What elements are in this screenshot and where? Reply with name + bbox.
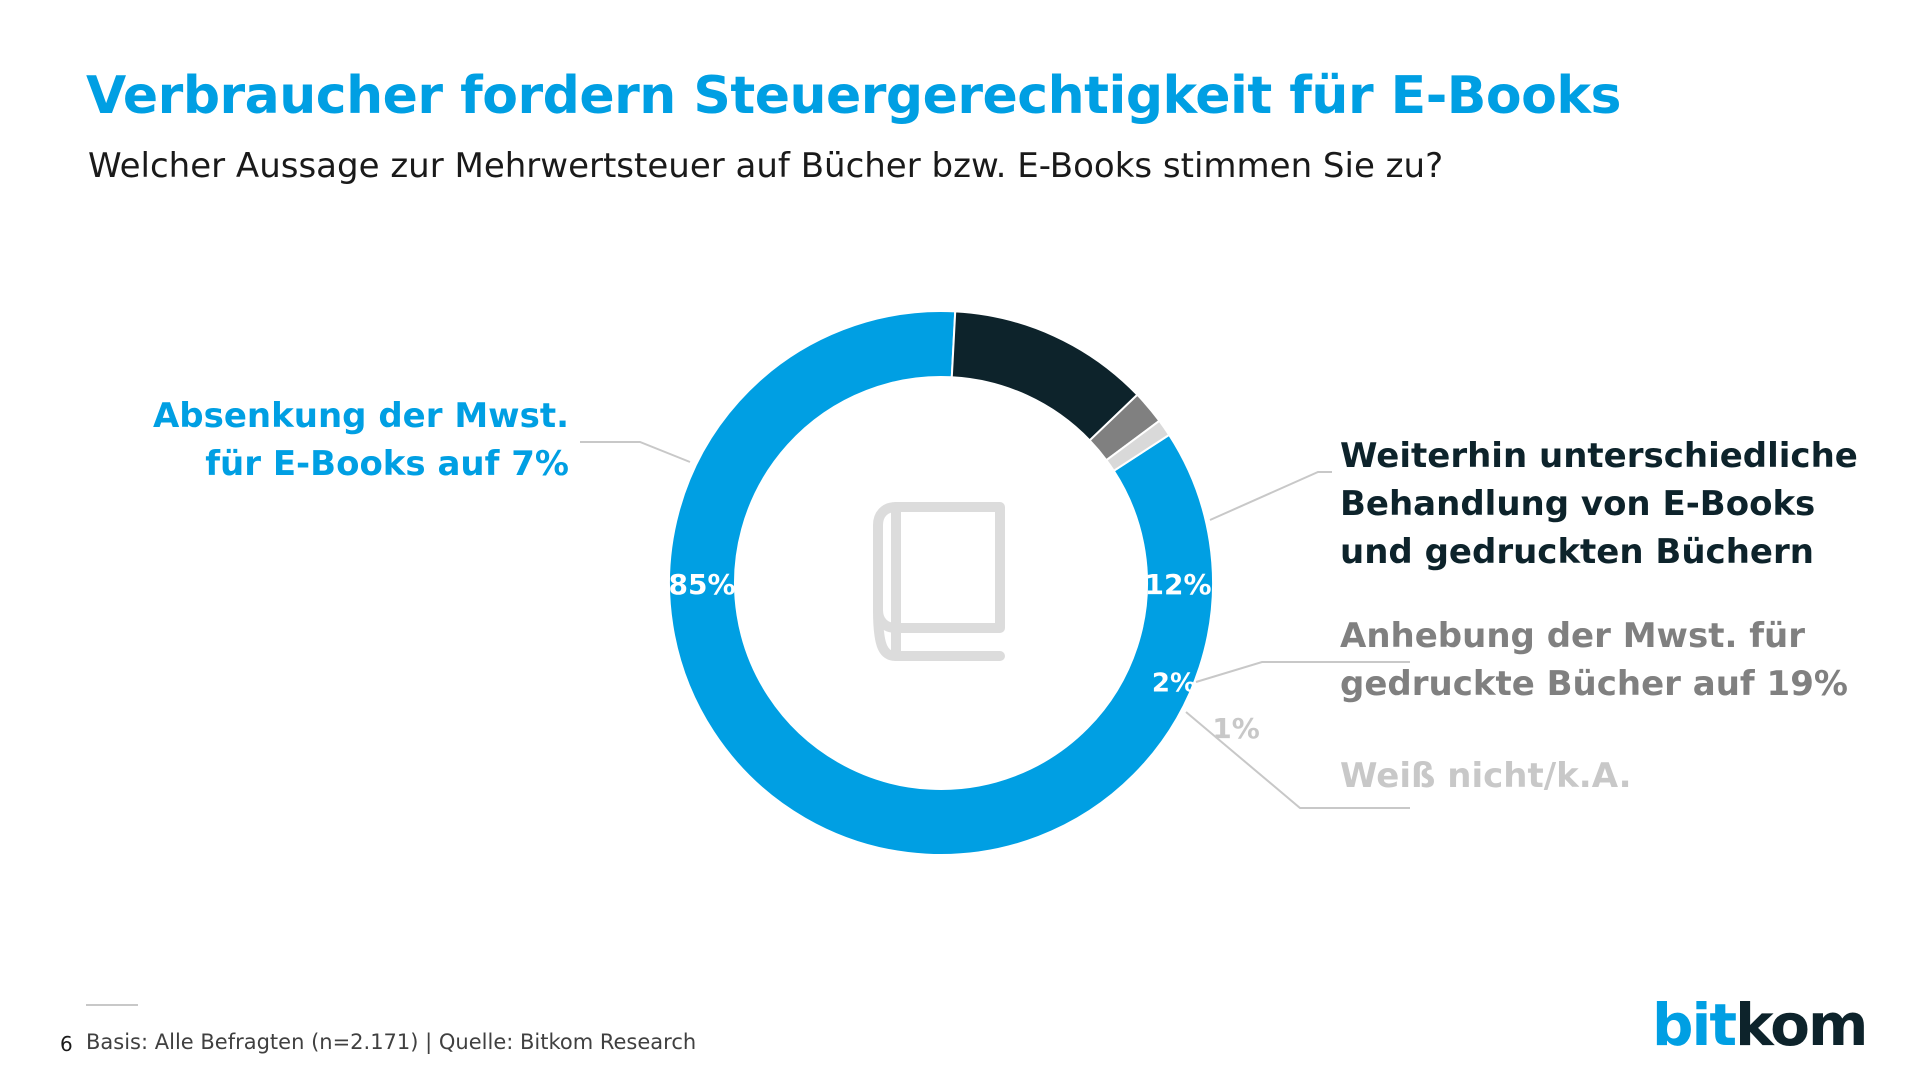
slice-label-line: Anhebung der Mwst. für: [1340, 616, 1805, 656]
slice-label-line: gedruckte Bücher auf 19%: [1340, 664, 1848, 704]
slice-absenkung: [668, 310, 1214, 856]
slice-label-line: Behandlung von E-Books: [1340, 484, 1816, 524]
leader-line: [1209, 471, 1332, 521]
slice-weiss-nicht: [1104, 419, 1171, 473]
footer-divider: [86, 1004, 138, 1006]
book-icon: [873, 502, 1005, 661]
leader-line: [1185, 711, 1410, 809]
value-label-absenkung: 85%: [668, 568, 735, 601]
slice-label-line: Weiß nicht/k.A.: [1340, 756, 1632, 796]
logo-part-kom: kom: [1735, 991, 1868, 1059]
page-title: Verbraucher fordern Steuergerechtigkeit …: [86, 66, 1621, 126]
slice-label-line: und gedruckten Büchern: [1340, 532, 1814, 572]
value-label-weiss-nicht: 1%: [1212, 712, 1260, 745]
value-label-unterschiedlich: 12%: [1144, 568, 1211, 601]
slice-label-absenkung: Absenkung der Mwst. für E-Books auf 7%: [153, 392, 569, 488]
slice-label-line: für E-Books auf 7%: [205, 444, 569, 484]
slice-label-line: Absenkung der Mwst.: [152, 396, 569, 436]
page-subtitle: Welcher Aussage zur Mehrwertsteuer auf B…: [88, 146, 1444, 186]
value-label-anhebung: 2%: [1152, 669, 1196, 699]
leader-line: [580, 441, 691, 463]
source-note: Basis: Alle Befragten (n=2.171) | Quelle…: [86, 1030, 697, 1054]
slice-label-line: Weiterhin unterschiedliche: [1340, 436, 1858, 476]
slice-label-weiss-nicht: Weiß nicht/k.A.: [1340, 752, 1632, 800]
slice-label-anhebung: Anhebung der Mwst. für gedruckte Bücher …: [1340, 612, 1848, 708]
leader-line: [1195, 661, 1410, 683]
bitkom-logo: bitkom: [1652, 990, 1868, 1060]
logo-part-bit: bit: [1652, 991, 1737, 1059]
slice-label-unterschiedlich: Weiterhin unterschiedliche Behandlung vo…: [1340, 432, 1858, 576]
page-number: 6: [60, 1032, 73, 1056]
